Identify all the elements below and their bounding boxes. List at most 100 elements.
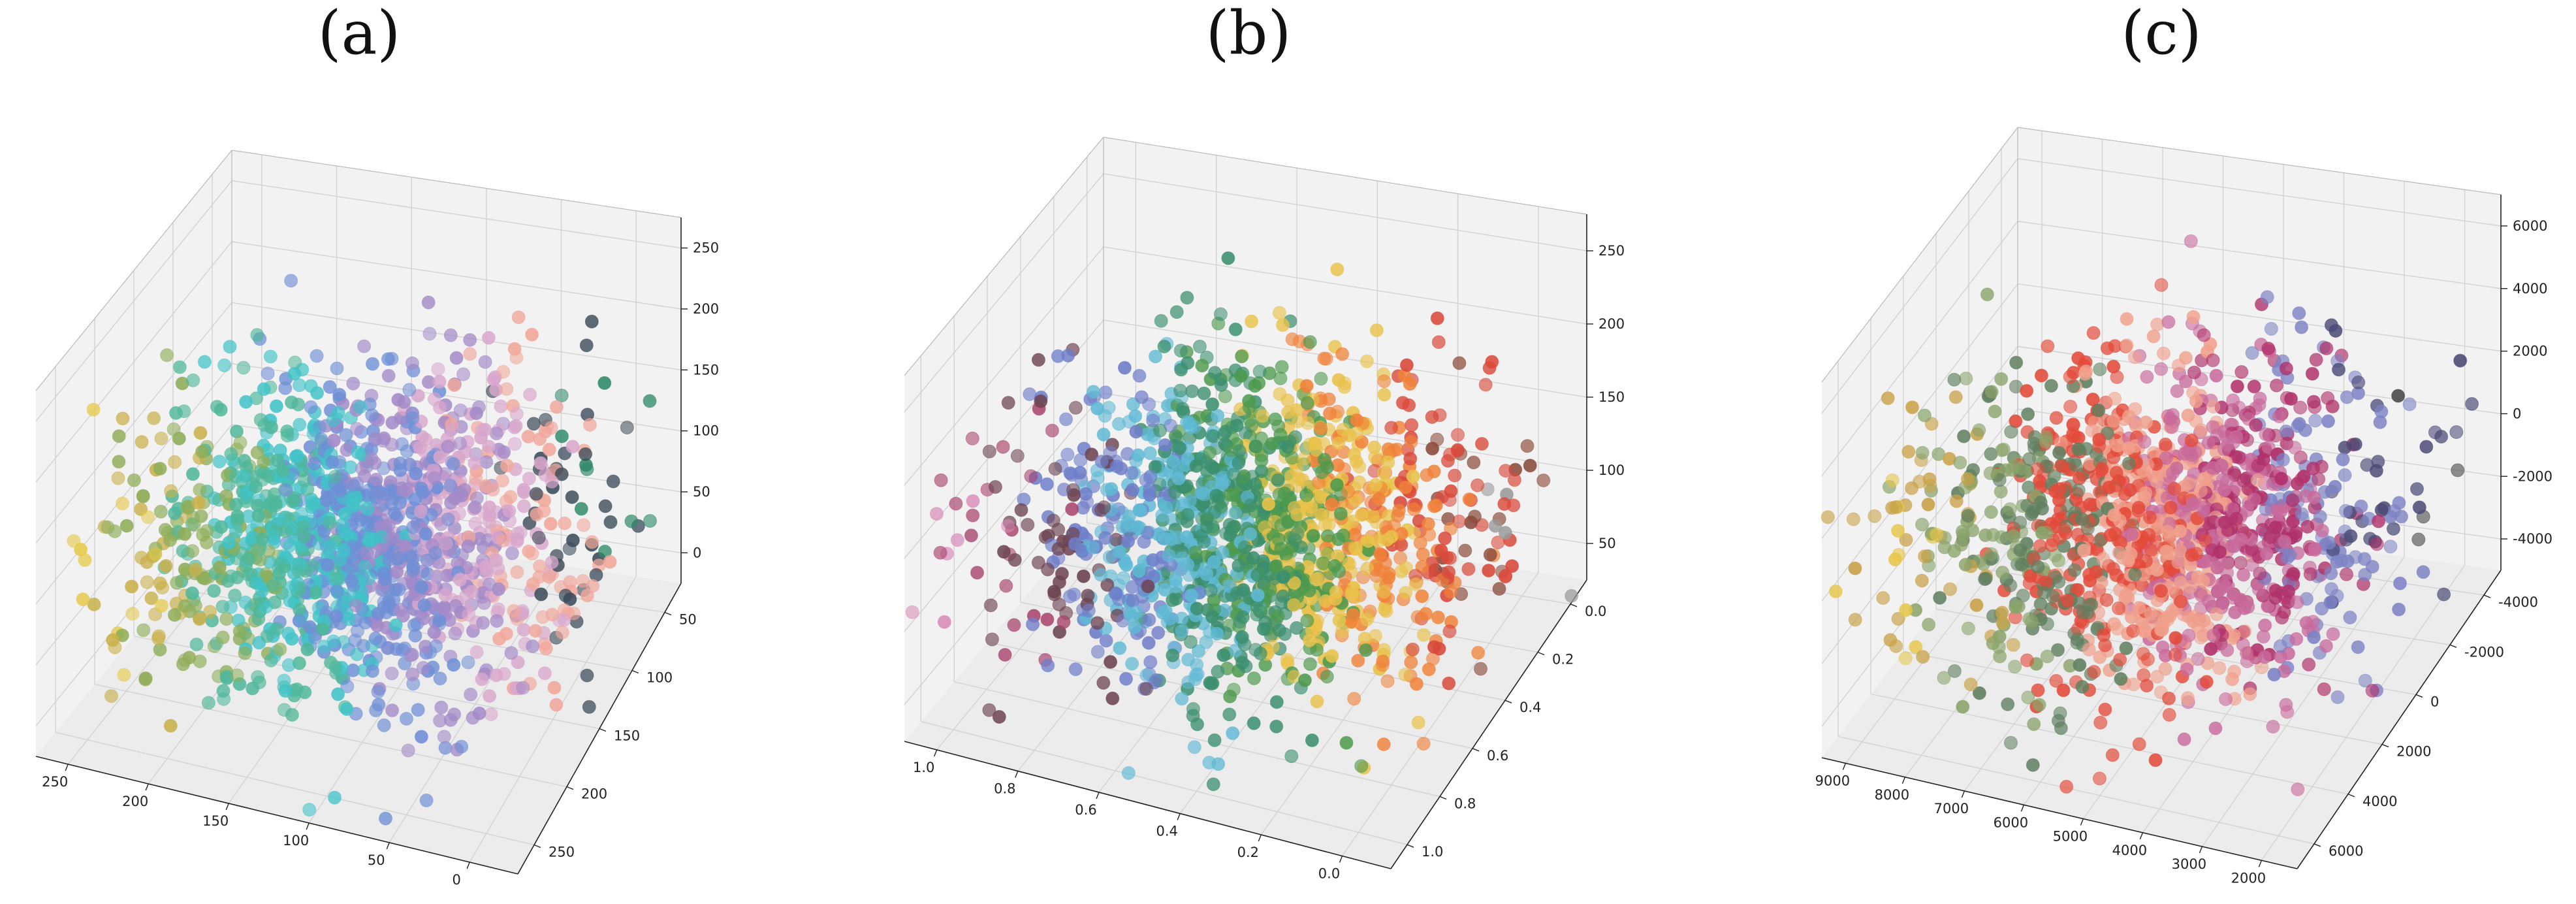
x-tick-mark: [65, 764, 69, 771]
scatter-point: [1094, 568, 1108, 582]
scatter-point: [381, 641, 395, 655]
panel-title-b: (b): [1206, 0, 1292, 68]
scatter-point: [2410, 482, 2424, 496]
scatter-point: [1065, 502, 1079, 516]
scatter-point: [116, 412, 130, 426]
scatter-point: [2317, 682, 2331, 696]
scatter-point: [1349, 427, 1363, 440]
scatter-point: [355, 461, 369, 476]
y-tick-mark: [533, 844, 541, 848]
scatter-point: [1048, 462, 1062, 476]
scatter-point: [2393, 576, 2407, 590]
z-tick-label: 0: [693, 545, 701, 560]
scatter-point: [1311, 572, 1325, 586]
scatter-point: [2289, 632, 2304, 646]
scatter-point: [2044, 379, 2058, 393]
scatter-point: [2186, 497, 2200, 511]
scatter-point: [153, 504, 168, 519]
scatter-point: [1336, 423, 1350, 437]
scatter-point: [1969, 598, 1984, 612]
scatter-point: [1507, 473, 1521, 487]
scatter-point: [982, 444, 996, 459]
scatter-point: [517, 483, 531, 497]
scatter-point: [1175, 551, 1189, 566]
scatter-point: [985, 632, 999, 647]
scatter-point: [1258, 520, 1272, 534]
scatter-point: [483, 689, 497, 703]
scatter-point: [401, 743, 415, 758]
scatter-point: [1235, 349, 1249, 364]
scatter-point: [251, 612, 266, 626]
scatter-point: [1159, 500, 1173, 515]
scatter-point: [486, 372, 501, 387]
scatter-point: [163, 718, 178, 733]
scatter-point: [2194, 423, 2208, 437]
scatter-point: [539, 641, 553, 656]
scatter-point: [2343, 610, 2357, 624]
scatter-point: [1403, 451, 1418, 466]
scatter-point: [2079, 364, 2093, 378]
scatter-point: [526, 417, 541, 431]
scatter-point: [2114, 672, 2128, 686]
scatter-point: [2402, 397, 2417, 412]
scatter-point: [496, 364, 511, 379]
scatter-point: [1151, 626, 1166, 640]
scatter-point: [2165, 604, 2180, 619]
scatter-point: [532, 570, 547, 584]
scatter-point: [453, 485, 467, 500]
scatter-point: [1250, 568, 1264, 582]
scatter-point: [468, 500, 482, 515]
scatter-point: [2131, 500, 2146, 515]
scatter-point: [415, 580, 428, 594]
scatter-point: [2209, 368, 2223, 383]
scatter-point: [1221, 251, 1235, 265]
scatter-point: [331, 406, 345, 420]
scatter-point: [1169, 305, 1184, 319]
scatter-point: [1162, 549, 1176, 563]
scatter-point: [1828, 584, 1843, 598]
scatter-point: [382, 553, 396, 567]
scatter-point: [1112, 592, 1126, 606]
x-tick-mark: [1177, 813, 1181, 820]
scatter-point: [2226, 393, 2240, 408]
scatter-point: [379, 811, 392, 826]
scatter-point: [2139, 486, 2153, 500]
scatter-point: [517, 622, 531, 637]
scatter-point: [416, 660, 430, 675]
scatter-point: [215, 630, 230, 645]
scatter-point: [1211, 408, 1225, 423]
scatter-point: [2256, 630, 2270, 644]
z-tick-label: 4000: [2513, 281, 2547, 297]
scatter-point: [2108, 391, 2122, 406]
scatter-point: [1333, 507, 1348, 521]
scatter-point: [447, 378, 462, 393]
scatter-point: [1442, 565, 1456, 579]
scatter-point: [385, 438, 399, 452]
scatter-point: [340, 702, 354, 717]
scatter-point: [385, 532, 399, 546]
scatter-point: [2154, 278, 2169, 292]
scatter-point: [1922, 617, 1936, 632]
scatter-point: [153, 576, 167, 590]
scatter-point: [1214, 378, 1228, 392]
scatter-point: [228, 589, 242, 603]
scatter-point: [212, 455, 227, 469]
scatter-point: [238, 595, 253, 609]
scatter-point: [2146, 329, 2161, 344]
scatter-point: [2076, 605, 2090, 620]
scatter-point: [584, 314, 599, 329]
scatter-point: [1916, 650, 1930, 664]
scatter-point: [447, 658, 461, 672]
scatter-point: [1348, 528, 1362, 542]
y-tick-label: -2000: [2464, 644, 2504, 660]
scatter-point: [437, 730, 451, 744]
scatter-point: [326, 634, 341, 649]
scatter-point: [381, 368, 396, 383]
scatter-point: [643, 514, 657, 528]
scatter-point: [2307, 630, 2321, 645]
scatter-point: [1416, 628, 1431, 642]
scatter-point: [300, 642, 315, 656]
scatter-point: [1301, 416, 1315, 430]
scatter-point: [2181, 408, 2195, 423]
scatter-point: [1376, 654, 1390, 669]
